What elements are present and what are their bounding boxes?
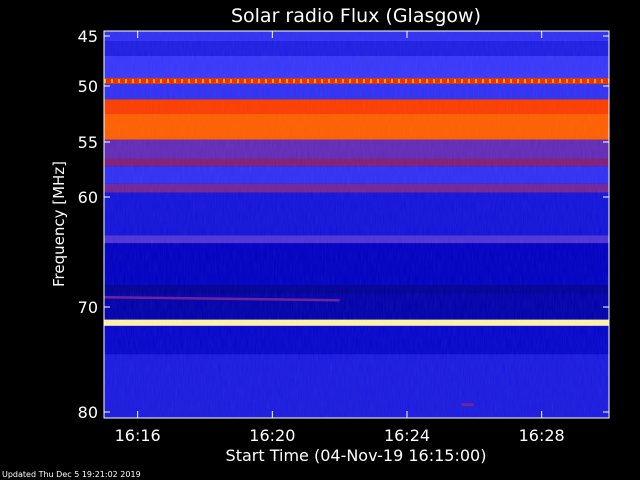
y-axis: 45 50 55 60 70 80 (78, 27, 609, 422)
y-tick-label: 70 (78, 298, 98, 317)
y-tick-label: 60 (78, 188, 98, 207)
footer-updated: Updated Thu Dec 5 19:21:02 2019 (2, 470, 141, 479)
y-tick-label: 50 (78, 77, 98, 96)
y-tick-label: 55 (78, 133, 98, 152)
spectrogram-features (103, 79, 609, 407)
chart-title: Solar radio Flux (Glasgow) (231, 5, 481, 27)
burst-feature (103, 295, 340, 302)
y-axis-label: Frequency [MHz] (50, 161, 68, 287)
x-tick-label: 16:16 (115, 426, 161, 445)
plot-frame (103, 30, 610, 419)
y-tick-label: 80 (78, 403, 98, 422)
x-axis: 16:16 16:20 16:24 16:28 (115, 31, 565, 445)
y-tick-label: 45 (78, 27, 98, 46)
x-axis-label: Start Time (04-Nov-19 16:15:00) (226, 446, 487, 465)
x-tick-label: 16:20 (249, 426, 295, 445)
x-tick-label: 16:24 (384, 426, 430, 445)
noise-texture (104, 31, 609, 418)
x-tick-label: 16:28 (519, 426, 565, 445)
